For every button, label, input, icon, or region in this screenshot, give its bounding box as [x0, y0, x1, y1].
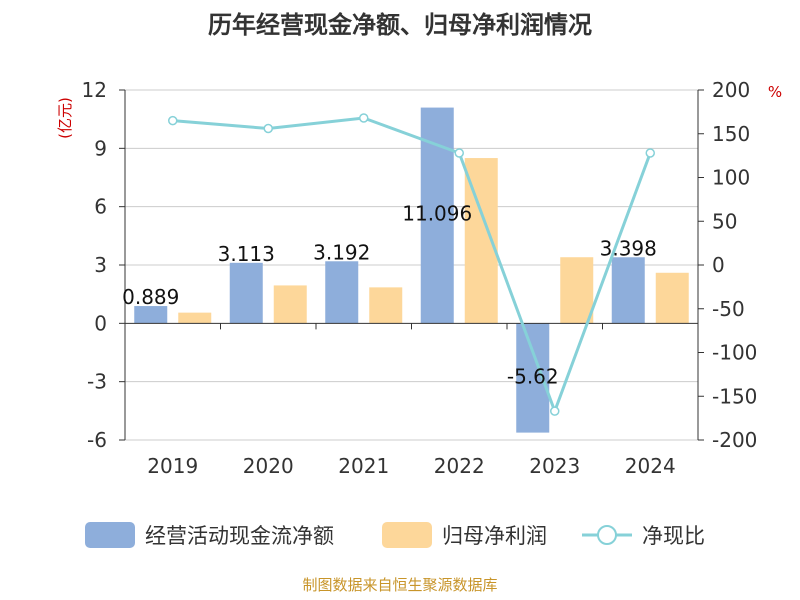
- left-tick-label: 9: [94, 136, 107, 160]
- legend: 经营活动现金流净额 归母净利润 净现比: [85, 522, 705, 548]
- cash-flow-value-label: 11.096: [402, 202, 472, 226]
- legend-label-ratio: 净现比: [642, 524, 705, 548]
- cash-flow-value-label: 0.889: [122, 285, 179, 309]
- grid-lines: [125, 89, 698, 441]
- legend-label-net-profit: 归母净利润: [442, 524, 547, 548]
- category-label: 2023: [529, 454, 580, 478]
- net-profit-bar-2024: [655, 272, 689, 324]
- legend-swatch-net-profit: [382, 522, 432, 548]
- left-tick-label: 6: [94, 195, 107, 219]
- ratio-line: [168, 113, 655, 416]
- net-profit-bar-2019: [178, 312, 212, 324]
- data-labels: 0.889 3.113 3.192 11.096 -5.62 3.398: [122, 202, 657, 389]
- right-tick-label: 150: [712, 122, 750, 146]
- cash-flow-value-label: 3.113: [218, 242, 275, 266]
- cash-flow-value-label: 3.192: [313, 240, 370, 264]
- net-cash-ratio-line: [172, 116, 652, 416]
- category-label: 2022: [434, 454, 485, 478]
- cash-flow-bar-2021: [325, 261, 359, 324]
- right-tick-label: 200: [712, 78, 750, 102]
- right-axis-label: %: [768, 83, 782, 101]
- net-profit-bar-2021: [369, 287, 403, 324]
- net-profit-bar-2023: [560, 257, 594, 324]
- right-tick-label: 0: [712, 253, 725, 277]
- left-tick-label: -3: [87, 370, 107, 394]
- left-tick-label: 3: [94, 253, 107, 277]
- net-cash-ratio-point-2022: [454, 148, 464, 158]
- net-cash-ratio-point-2024: [645, 148, 655, 158]
- legend-swatch-cash-flow: [85, 522, 135, 548]
- cash-flow-bar-2019: [134, 306, 168, 324]
- cash-flow-value-label: 3.398: [600, 236, 657, 260]
- category-label: 2021: [338, 454, 389, 478]
- right-tick-label: 50: [712, 209, 737, 233]
- right-tick-label: -100: [712, 341, 757, 365]
- axes: 12 9 6 3 0 -3 -6 200 150 100 50 0 -50 -100 -150 -200 201…: [82, 78, 758, 478]
- legend-label-cash-flow: 经营活动现金流净额: [145, 524, 334, 548]
- left-tick-label: -6: [87, 428, 107, 452]
- right-tick-label: 100: [712, 166, 750, 190]
- net-cash-ratio-point-2023: [550, 406, 560, 416]
- left-tick-label: 12: [82, 78, 107, 102]
- category-label: 2019: [147, 454, 198, 478]
- right-tick-label: -50: [712, 297, 745, 321]
- net-cash-ratio-point-2021: [359, 113, 369, 123]
- category-label: 2020: [243, 454, 294, 478]
- cash-flow-bar-2020: [229, 262, 263, 324]
- category-label: 2024: [625, 454, 676, 478]
- cash-flow-bar-2024: [611, 257, 645, 324]
- legend-marker-ratio: [597, 525, 617, 545]
- right-tick-label: -200: [712, 428, 757, 452]
- right-tick-label: -150: [712, 384, 757, 408]
- net-cash-ratio-point-2019: [168, 115, 178, 126]
- net-profit-bar-2020: [273, 285, 307, 324]
- left-axis-label: (亿元): [56, 97, 74, 139]
- chart-title: 历年经营现金净额、归母净利润情况: [208, 11, 592, 39]
- net-cash-ratio-point-2020: [263, 123, 273, 134]
- cash-flow-value-label: -5.62: [507, 365, 559, 389]
- source-note: 制图数据来自恒生聚源数据库: [302, 576, 497, 594]
- bars: [134, 107, 689, 433]
- left-tick-label: 0: [94, 311, 107, 335]
